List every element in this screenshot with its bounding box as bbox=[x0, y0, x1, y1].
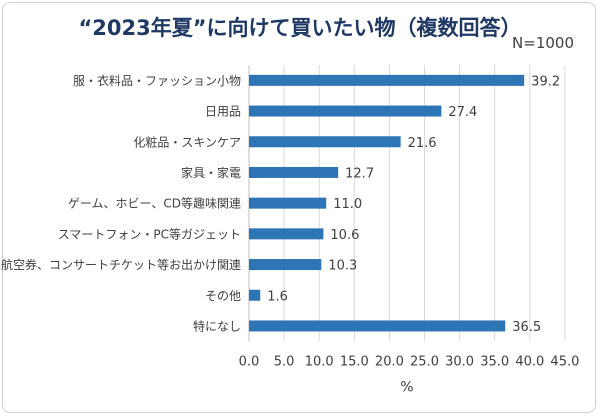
bar bbox=[249, 136, 401, 148]
sample-size-label: N=1000 bbox=[512, 34, 574, 52]
chart-frame bbox=[2, 2, 596, 413]
category-label: ゲーム、ホビー、CD等趣味関連 bbox=[68, 196, 241, 211]
category-label: 服・衣料品・ファッション小物 bbox=[73, 73, 241, 88]
x-tick-label: 45.0 bbox=[550, 354, 579, 369]
x-axis-title: % bbox=[400, 379, 413, 395]
x-tick-label: 35.0 bbox=[480, 354, 509, 369]
x-tick-label: 40.0 bbox=[515, 354, 544, 369]
data-label: 36.5 bbox=[512, 320, 541, 335]
data-label: 21.6 bbox=[408, 136, 437, 151]
x-tick-label: 10.0 bbox=[305, 354, 334, 369]
x-tick-label: 0.0 bbox=[239, 354, 260, 369]
data-label: 11.0 bbox=[333, 197, 362, 212]
x-tick-label: 20.0 bbox=[375, 354, 404, 369]
data-label: 39.2 bbox=[531, 74, 560, 89]
category-label: その他 bbox=[205, 289, 241, 303]
data-label: 12.7 bbox=[345, 166, 374, 181]
bar bbox=[249, 105, 442, 117]
bar bbox=[249, 320, 506, 332]
category-label: 日用品 bbox=[205, 105, 241, 119]
category-label: 化粧品・スキンケア bbox=[133, 135, 241, 149]
category-label: スマートフォン・PC等ガジェット bbox=[58, 227, 241, 241]
bar bbox=[249, 259, 322, 271]
bar bbox=[249, 197, 327, 209]
data-label: 10.6 bbox=[330, 228, 359, 243]
bar bbox=[249, 74, 525, 86]
chart-title: “2023年夏”に向けて買いたい物（複数回答） bbox=[78, 16, 522, 40]
x-tick-label: 15.0 bbox=[340, 354, 369, 369]
category-label: 特になし bbox=[193, 318, 241, 333]
bar bbox=[249, 289, 261, 301]
x-tick-label: 5.0 bbox=[274, 354, 295, 369]
category-label: 航空券、コンサートチケット等お出かけ関連 bbox=[1, 257, 241, 272]
bar bbox=[249, 228, 324, 240]
x-tick-label: 30.0 bbox=[445, 354, 474, 369]
data-label: 1.6 bbox=[267, 289, 288, 304]
x-tick-label: 25.0 bbox=[410, 354, 439, 369]
category-label: 家具・家電 bbox=[181, 165, 241, 180]
bar bbox=[249, 166, 339, 178]
data-label: 27.4 bbox=[448, 105, 477, 120]
data-label: 10.3 bbox=[328, 259, 357, 274]
